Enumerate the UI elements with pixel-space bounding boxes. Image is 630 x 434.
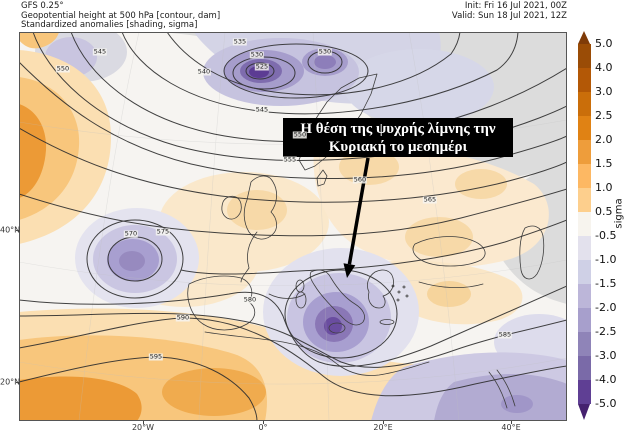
colorbar-tick-label: -2.0 — [595, 301, 617, 314]
x-tick-mark — [511, 421, 512, 424]
colorbar-segment — [578, 212, 591, 236]
x-tick-label: 20°E — [373, 423, 393, 432]
contour-label: 595 — [148, 352, 164, 361]
colorbar-segment — [578, 68, 591, 92]
contour-label: 590 — [175, 313, 191, 322]
contour-label: 560 — [352, 175, 368, 184]
low-greece-cold-pool — [263, 248, 419, 376]
init-time: Init: Fri 16 Jul 2021, 00Z — [464, 1, 567, 11]
colorbar-tick-label: 2.0 — [595, 133, 613, 146]
colorbar-tick-label: -0.5 — [595, 229, 617, 242]
contour-label: 570 — [123, 229, 139, 238]
annotation-box: Η θέση της ψυχρής λίμνης την Κυριακή το … — [283, 118, 513, 157]
colorbar-tick-label: 5.0 — [595, 37, 613, 50]
map-area — [18, 22, 584, 422]
colorbar-tick-label: -1.5 — [595, 277, 617, 290]
contour-label: 575 — [155, 227, 171, 236]
map-frame — [19, 32, 567, 421]
header-left: GFS 0.25° Geopotential height at 500 hPa… — [21, 1, 221, 31]
map-canvas — [18, 22, 584, 422]
colorbar-tick-label: 0.5 — [595, 205, 613, 218]
contour-label: 545 — [254, 105, 270, 114]
colorbar-tick-label: -4.0 — [595, 373, 617, 386]
contour-label: 530 — [249, 50, 265, 59]
colorbar-arrow-down-icon — [578, 404, 590, 420]
colorbar-arrow-up-icon — [578, 31, 590, 44]
contour-label: 550 — [292, 130, 308, 139]
contour-label: 545 — [92, 47, 108, 56]
y-tick-mark — [16, 230, 19, 231]
colorbar-segment — [578, 116, 591, 140]
header-right: Init: Fri 16 Jul 2021, 00Z Valid: Sun 18… — [451, 1, 567, 21]
colorbar-segment — [578, 332, 591, 356]
y-tick-label: 40°N — [0, 225, 21, 235]
colorbar-tick-label: -2.5 — [595, 325, 617, 338]
valid-time: Valid: Sun 18 Jul 2021, 12Z — [451, 10, 567, 21]
contour-label: 535 — [232, 37, 248, 46]
contour-label: 580 — [242, 295, 258, 304]
colorbar-segment — [578, 92, 591, 116]
contour-label: 540 — [196, 67, 212, 76]
colorbar-tick-label: 1.0 — [595, 181, 613, 194]
x-tick-label: 40°E — [501, 423, 521, 432]
contour-label: 530 — [317, 47, 333, 56]
colorbar-segment — [578, 188, 591, 212]
low-atlantic — [75, 208, 199, 308]
annotation-line-1: Η θέση της ψυχρής λίμνης την — [300, 120, 496, 137]
colorbar-segment — [578, 260, 591, 284]
field-title: Geopotential height at 500 hPa [contour,… — [21, 10, 221, 21]
colorbar-tick-label: -5.0 — [595, 397, 617, 410]
x-tick-mark — [143, 421, 144, 424]
y-tick-label: 20°N — [0, 377, 21, 387]
colorbar-unit-label: sigma — [613, 198, 625, 229]
annotation-line-2: Κυριακή το μεσημέρι — [328, 138, 468, 155]
contour-label: 555 — [282, 155, 298, 164]
colorbar-segment — [578, 164, 591, 188]
shading-purple-southeast — [371, 352, 567, 421]
shading-title: Standardized anomalies [shading, sigma] — [21, 20, 198, 30]
colorbar-segment — [578, 308, 591, 332]
colorbar-segment — [578, 380, 591, 404]
colorbar-segment — [578, 140, 591, 164]
contour-label: 585 — [497, 330, 513, 339]
contour-label: 550 — [55, 64, 71, 73]
y-tick-mark — [16, 382, 19, 383]
colorbar-segment — [578, 236, 591, 260]
graticule — [18, 31, 568, 422]
colorbar-tick-label: 1.5 — [595, 157, 613, 170]
colorbar-segment — [578, 44, 591, 68]
x-tick-mark — [263, 421, 264, 424]
colorbar-tick-label: 3.0 — [595, 85, 613, 98]
colorbar-segment — [578, 356, 591, 380]
x-tick-label: 0° — [258, 423, 268, 432]
colorbar-segment — [578, 284, 591, 308]
colorbar-tick-label: -3.0 — [595, 349, 617, 362]
colorbar-tick-label: 2.5 — [595, 109, 613, 122]
contour-label: 525 — [254, 62, 270, 71]
x-tick-mark — [383, 421, 384, 424]
contour-label: 565 — [422, 195, 438, 204]
colorbar-tick-label: 4.0 — [595, 61, 613, 74]
colorbar-tick-label: -1.0 — [595, 253, 617, 266]
model-title: GFS 0.25° — [21, 1, 64, 11]
x-tick-label: 20°W — [131, 423, 155, 432]
